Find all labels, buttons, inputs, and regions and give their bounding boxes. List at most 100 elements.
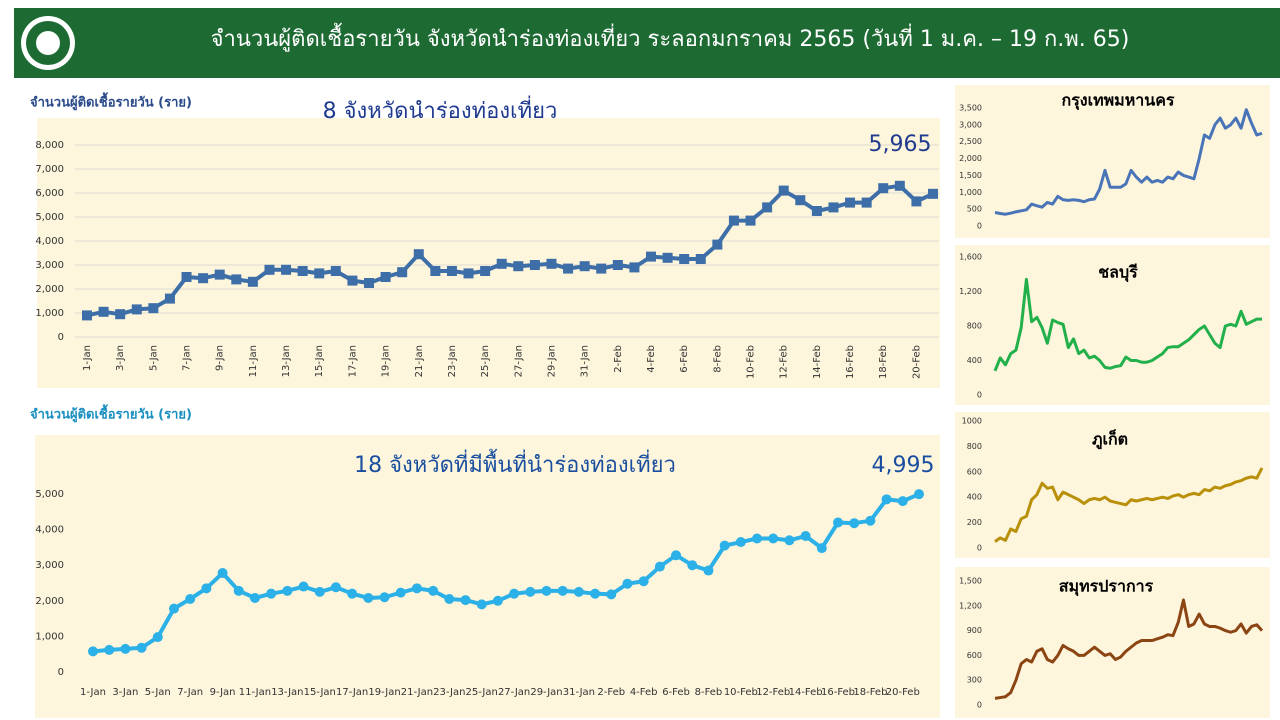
data-point <box>330 266 341 276</box>
data-point <box>364 278 374 288</box>
y-tick-label: 200 <box>967 518 982 527</box>
data-point <box>115 309 126 320</box>
plot-background <box>35 435 940 718</box>
x-tick-label: 20-Feb <box>911 345 922 379</box>
x-tick-label: 27-Jan <box>498 687 530 698</box>
x-tick-label: 13-Jan <box>281 345 292 377</box>
x-tick-label: 29-Jan <box>530 687 562 698</box>
y-tick-label: 1000 <box>962 417 982 426</box>
x-tick-label: 20-Feb <box>886 687 920 698</box>
x-tick-label: 13-Jan <box>271 687 303 698</box>
y-tick-label: 4,000 <box>35 525 64 536</box>
data-point <box>98 306 109 317</box>
x-tick-label: 5-Jan <box>145 687 171 698</box>
data-point <box>201 583 212 594</box>
logo-center <box>36 31 60 55</box>
data-point <box>428 585 439 596</box>
data-point <box>152 632 163 643</box>
y-tick-label: 2,000 <box>35 284 64 295</box>
data-point <box>629 262 640 273</box>
data-point <box>347 588 358 599</box>
data-point <box>606 589 617 600</box>
x-tick-label: 14-Feb <box>789 687 823 698</box>
data-point <box>557 585 568 596</box>
value-label: 4,995 <box>872 453 935 478</box>
data-point <box>622 578 633 589</box>
header-bar <box>14 8 1280 78</box>
x-tick-label: 15-Jan <box>304 687 336 698</box>
data-point <box>768 533 779 544</box>
y-tick-label: 1,600 <box>959 253 982 262</box>
x-tick-label: 7-Jan <box>177 687 203 698</box>
y-tick-label: 3,500 <box>959 104 982 113</box>
data-point <box>430 266 441 276</box>
y-tick-label: 1,000 <box>35 308 64 319</box>
y-tick-label: 600 <box>967 651 982 660</box>
y-tick-label: 0 <box>977 391 982 400</box>
data-line <box>994 598 1264 700</box>
y-tick-label: 600 <box>967 467 982 476</box>
data-point <box>816 543 827 554</box>
data-point <box>881 494 892 505</box>
data-point <box>379 592 390 603</box>
y-axis-label: จำนวนผู้ติดเชื้อรายวัน (ราย) <box>30 92 192 111</box>
data-point <box>314 586 325 597</box>
x-tick-label: 11-Jan <box>248 345 259 377</box>
data-point <box>463 268 474 279</box>
data-point <box>762 202 773 213</box>
data-point <box>828 202 839 213</box>
data-point <box>264 264 275 275</box>
data-point <box>735 537 746 548</box>
data-line <box>994 467 1264 543</box>
data-point <box>541 585 552 596</box>
data-point <box>298 581 309 592</box>
data-point <box>865 515 876 526</box>
x-tick-label: 1-Jan <box>82 345 93 371</box>
data-point <box>590 588 601 599</box>
y-tick-label: 800 <box>967 322 982 331</box>
data-point <box>233 585 244 596</box>
x-tick-label: 11-Jan <box>239 687 271 698</box>
y-axis-label: จำนวนผู้ติดเชื้อรายวัน (ราย) <box>30 404 192 423</box>
y-tick-label: 0 <box>58 667 64 678</box>
y-tick-label: 800 <box>967 442 982 451</box>
x-tick-label: 16-Feb <box>821 687 855 698</box>
data-point <box>811 206 822 216</box>
y-tick-label: 0 <box>977 701 982 710</box>
y-tick-label: 0 <box>977 544 982 553</box>
data-point <box>687 560 698 571</box>
data-point <box>579 261 590 272</box>
x-tick-label: 5-Jan <box>148 345 159 371</box>
data-point <box>845 197 856 208</box>
data-point <box>148 303 159 314</box>
chart-title: 18 จังหวัดที่มีพื้นที่นำร่องท่องเที่ยว <box>354 449 676 478</box>
data-point <box>928 188 938 199</box>
data-point <box>662 252 673 263</box>
data-point <box>894 180 905 191</box>
data-point <box>460 595 471 606</box>
data-point <box>638 576 649 587</box>
value-label: 5,965 <box>869 132 932 157</box>
data-point <box>214 269 225 280</box>
y-tick-label: 500 <box>967 205 982 214</box>
y-tick-label: 4,000 <box>35 236 64 247</box>
x-tick-label: 21-Jan <box>414 345 425 377</box>
x-tick-label: 25-Jan <box>480 345 491 377</box>
data-point <box>728 215 739 226</box>
x-tick-label: 3-Jan <box>115 345 126 371</box>
data-point <box>492 595 503 606</box>
data-point <box>563 263 574 274</box>
y-tick-label: 2,500 <box>959 137 982 146</box>
x-tick-label: 12-Feb <box>756 687 790 698</box>
plot-background <box>955 245 1270 405</box>
data-point <box>104 644 115 655</box>
chart-title: สมุทรปราการ <box>1059 577 1154 597</box>
x-tick-label: 2-Feb <box>597 687 625 698</box>
y-tick-label: 900 <box>967 626 982 635</box>
data-point <box>231 274 242 285</box>
data-point <box>266 588 277 599</box>
data-point <box>911 196 922 207</box>
y-tick-label: 8,000 <box>35 140 64 151</box>
data-point <box>168 603 179 614</box>
